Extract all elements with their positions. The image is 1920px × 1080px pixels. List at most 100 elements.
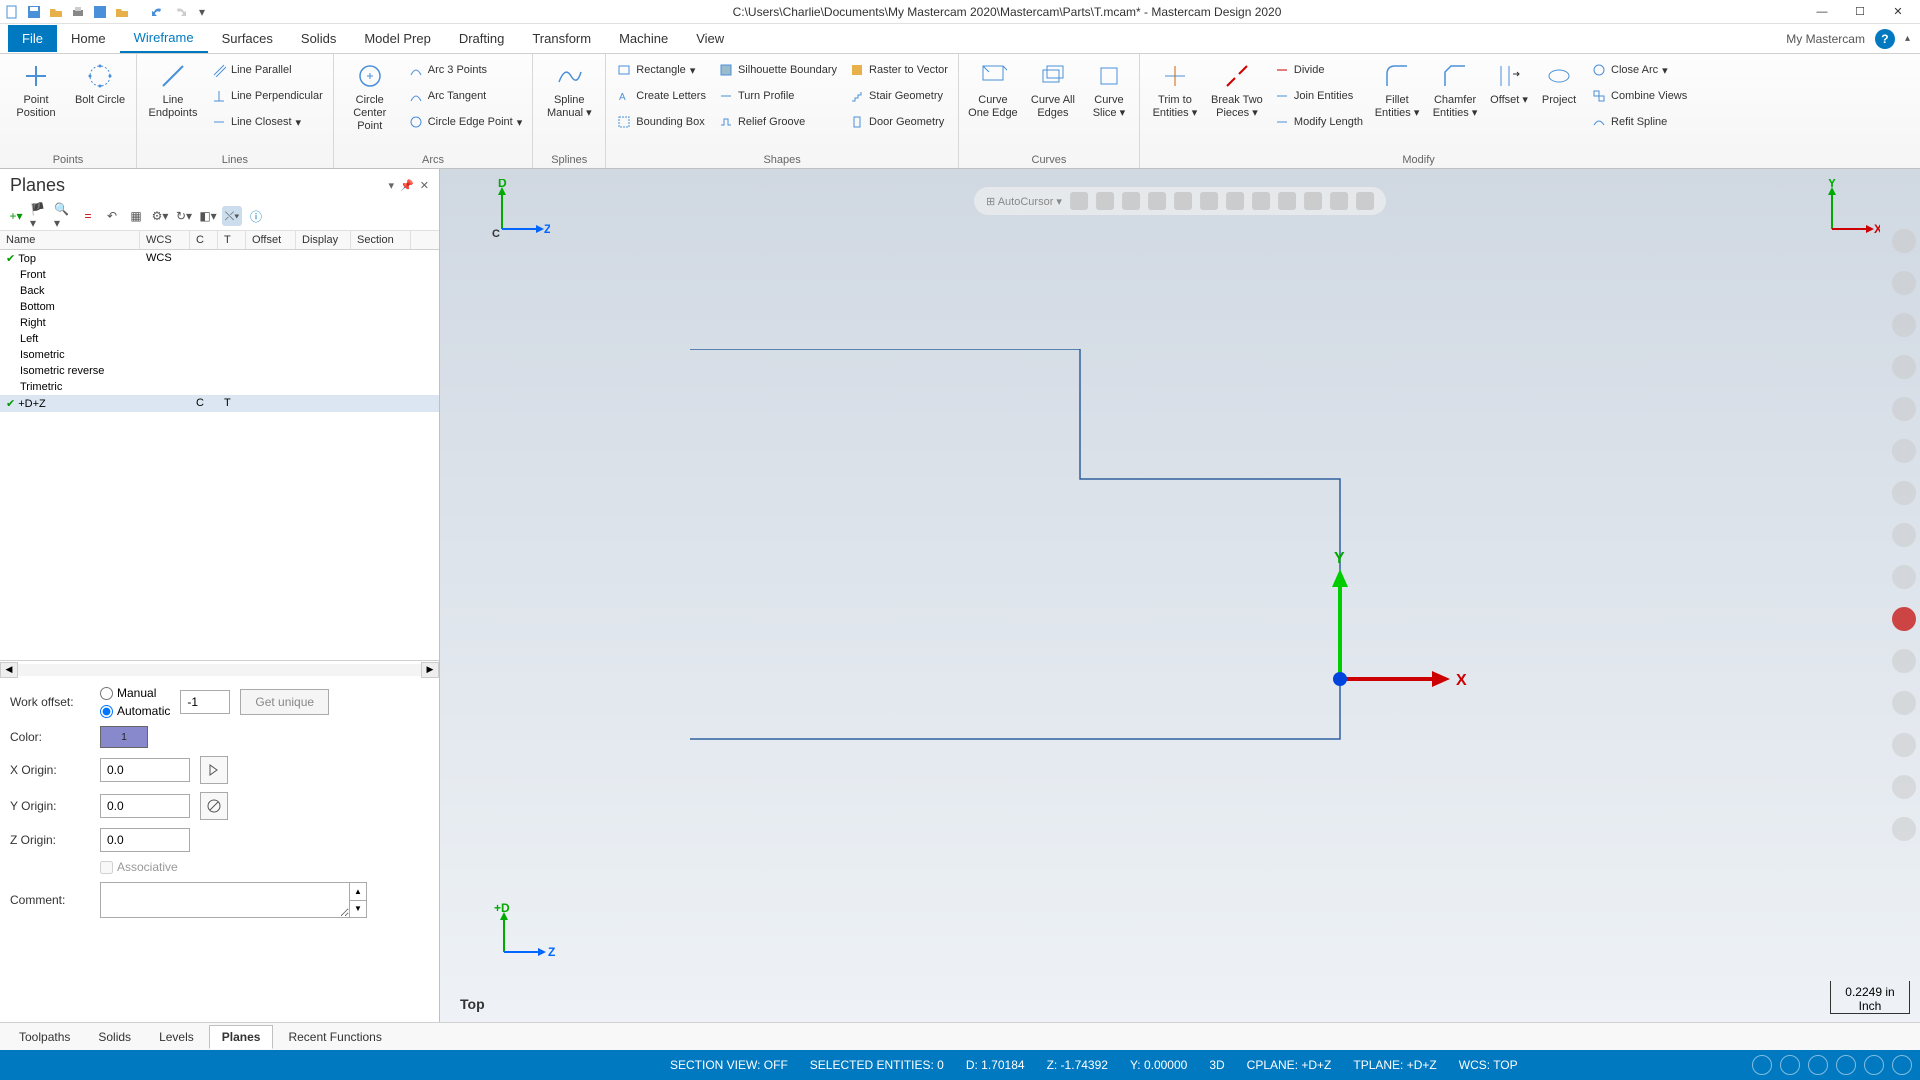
open-icon[interactable]	[48, 4, 64, 20]
col-wcs[interactable]: WCS	[140, 231, 190, 249]
tab-transform[interactable]: Transform	[518, 25, 605, 52]
col-c[interactable]: C	[190, 231, 218, 249]
tab-modelprep[interactable]: Model Prep	[350, 25, 444, 52]
ft-icon-7[interactable]	[1226, 192, 1244, 210]
comment-up-button[interactable]: ▲	[350, 883, 366, 901]
viewport[interactable]: ⊞ AutoCursor ▾ D Z C	[440, 169, 1920, 1022]
status-wcs[interactable]: WCS: TOP	[1459, 1058, 1518, 1072]
manual-radio[interactable]: Manual	[100, 686, 170, 700]
create-letters-button[interactable]: ACreate Letters	[612, 84, 710, 108]
rt-icon-8[interactable]	[1892, 523, 1916, 547]
get-unique-button[interactable]: Get unique	[240, 689, 329, 715]
comment-input[interactable]	[100, 882, 350, 918]
bounding-box-button[interactable]: Bounding Box	[612, 110, 710, 134]
line-parallel-button[interactable]: Line Parallel	[207, 58, 327, 82]
btab-recent[interactable]: Recent Functions	[275, 1025, 394, 1049]
ft-icon-9[interactable]	[1278, 192, 1296, 210]
ft-icon-11[interactable]	[1330, 192, 1348, 210]
project-button[interactable]: Project	[1535, 58, 1583, 109]
panel-close-icon[interactable]: ✕	[420, 179, 429, 192]
automatic-radio[interactable]: Automatic	[100, 704, 170, 718]
rt-icon-12[interactable]	[1892, 691, 1916, 715]
help-icon[interactable]: ?	[1875, 29, 1895, 49]
ft-icon-5[interactable]	[1174, 192, 1192, 210]
ft-icon-8[interactable]	[1252, 192, 1270, 210]
plane-row[interactable]: Front	[0, 267, 439, 283]
arc-tangent-button[interactable]: Arc Tangent	[404, 84, 527, 108]
divide-button[interactable]: Divide	[1270, 58, 1367, 82]
z-origin-input[interactable]	[100, 828, 190, 852]
col-offset[interactable]: Offset	[246, 231, 296, 249]
bolt-circle-button[interactable]: Bolt Circle	[70, 58, 130, 109]
saveas-icon[interactable]	[92, 4, 108, 20]
btab-toolpaths[interactable]: Toolpaths	[6, 1025, 83, 1049]
tab-file[interactable]: File	[8, 25, 57, 52]
ft-icon-12[interactable]	[1356, 192, 1374, 210]
ft-icon-2[interactable]	[1096, 192, 1114, 210]
line-perpendicular-button[interactable]: Line Perpendicular	[207, 84, 327, 108]
status-icon-1[interactable]	[1752, 1055, 1772, 1075]
rectangle-button[interactable]: Rectangle ▾	[612, 58, 710, 82]
tab-machine[interactable]: Machine	[605, 25, 682, 52]
rt-icon-14[interactable]	[1892, 775, 1916, 799]
circle-edge-button[interactable]: Circle Edge Point ▾	[404, 110, 527, 134]
gear-icon[interactable]: ⚙▾	[150, 206, 170, 226]
line-endpoints-button[interactable]: Line Endpoints	[143, 58, 203, 122]
col-name[interactable]: Name	[0, 231, 140, 249]
ft-icon-6[interactable]	[1200, 192, 1218, 210]
y-origin-input[interactable]	[100, 794, 190, 818]
comment-down-button[interactable]: ▼	[350, 901, 366, 918]
status-mode[interactable]: 3D	[1209, 1058, 1224, 1072]
search-icon[interactable]: 🔍▾	[54, 206, 74, 226]
refit-spline-button[interactable]: Refit Spline	[1587, 110, 1691, 134]
rt-icon-9[interactable]	[1892, 565, 1916, 589]
status-section-view[interactable]: SECTION VIEW: OFF	[670, 1058, 788, 1072]
scroll-left-button[interactable]: ◀	[0, 662, 18, 678]
plane-row[interactable]: Back	[0, 283, 439, 299]
plane-row[interactable]: Trimetric	[0, 379, 439, 395]
rt-icon-4[interactable]	[1892, 355, 1916, 379]
plane-row[interactable]: Isometric	[0, 347, 439, 363]
arc-3points-button[interactable]: Arc 3 Points	[404, 58, 527, 82]
curve-all-edges-button[interactable]: Curve All Edges	[1025, 58, 1081, 122]
tab-view[interactable]: View	[682, 25, 738, 52]
undo-icon[interactable]	[150, 4, 166, 20]
status-icon-5[interactable]	[1864, 1055, 1884, 1075]
turn-profile-button[interactable]: Turn Profile	[714, 84, 841, 108]
grid-icon[interactable]: ▦	[126, 206, 146, 226]
ft-icon-10[interactable]	[1304, 192, 1322, 210]
relief-groove-button[interactable]: Relief Groove	[714, 110, 841, 134]
circle-center-button[interactable]: Circle Center Point	[340, 58, 400, 136]
flag-icon[interactable]: 🏴▾	[30, 206, 50, 226]
axes-icon[interactable]: ⤬▾	[222, 206, 242, 226]
equals-icon[interactable]: =	[78, 206, 98, 226]
rt-icon-15[interactable]	[1892, 817, 1916, 841]
rt-icon-2[interactable]	[1892, 271, 1916, 295]
status-icon-2[interactable]	[1780, 1055, 1800, 1075]
col-t[interactable]: T	[218, 231, 246, 249]
plane-row[interactable]: Left	[0, 331, 439, 347]
btab-planes[interactable]: Planes	[209, 1025, 274, 1049]
status-tplane[interactable]: TPLANE: +D+Z	[1353, 1058, 1436, 1072]
work-offset-input[interactable]	[180, 690, 230, 714]
ft-icon-3[interactable]	[1122, 192, 1140, 210]
break-two-button[interactable]: Break Two Pieces ▾	[1208, 58, 1266, 122]
curve-one-edge-button[interactable]: Curve One Edge	[965, 58, 1021, 122]
panel-pin-icon[interactable]: 📌	[400, 179, 414, 192]
tab-solids[interactable]: Solids	[287, 25, 350, 52]
ft-icon-4[interactable]	[1148, 192, 1166, 210]
plane-row[interactable]: Right	[0, 315, 439, 331]
rt-icon-3[interactable]	[1892, 313, 1916, 337]
ft-icon-1[interactable]	[1070, 192, 1088, 210]
tab-surfaces[interactable]: Surfaces	[208, 25, 287, 52]
spline-manual-button[interactable]: Spline Manual ▾	[539, 58, 599, 122]
undo-plane-icon[interactable]: ↶	[102, 206, 122, 226]
rt-icon-11[interactable]	[1892, 649, 1916, 673]
minimize-button[interactable]: —	[1804, 2, 1840, 22]
rt-icon-13[interactable]	[1892, 733, 1916, 757]
join-entities-button[interactable]: Join Entities	[1270, 84, 1367, 108]
stair-geometry-button[interactable]: Stair Geometry	[845, 84, 952, 108]
close-button[interactable]: ✕	[1880, 2, 1916, 22]
scroll-track[interactable]	[18, 664, 421, 676]
fillet-button[interactable]: Fillet Entities ▾	[1371, 58, 1423, 122]
